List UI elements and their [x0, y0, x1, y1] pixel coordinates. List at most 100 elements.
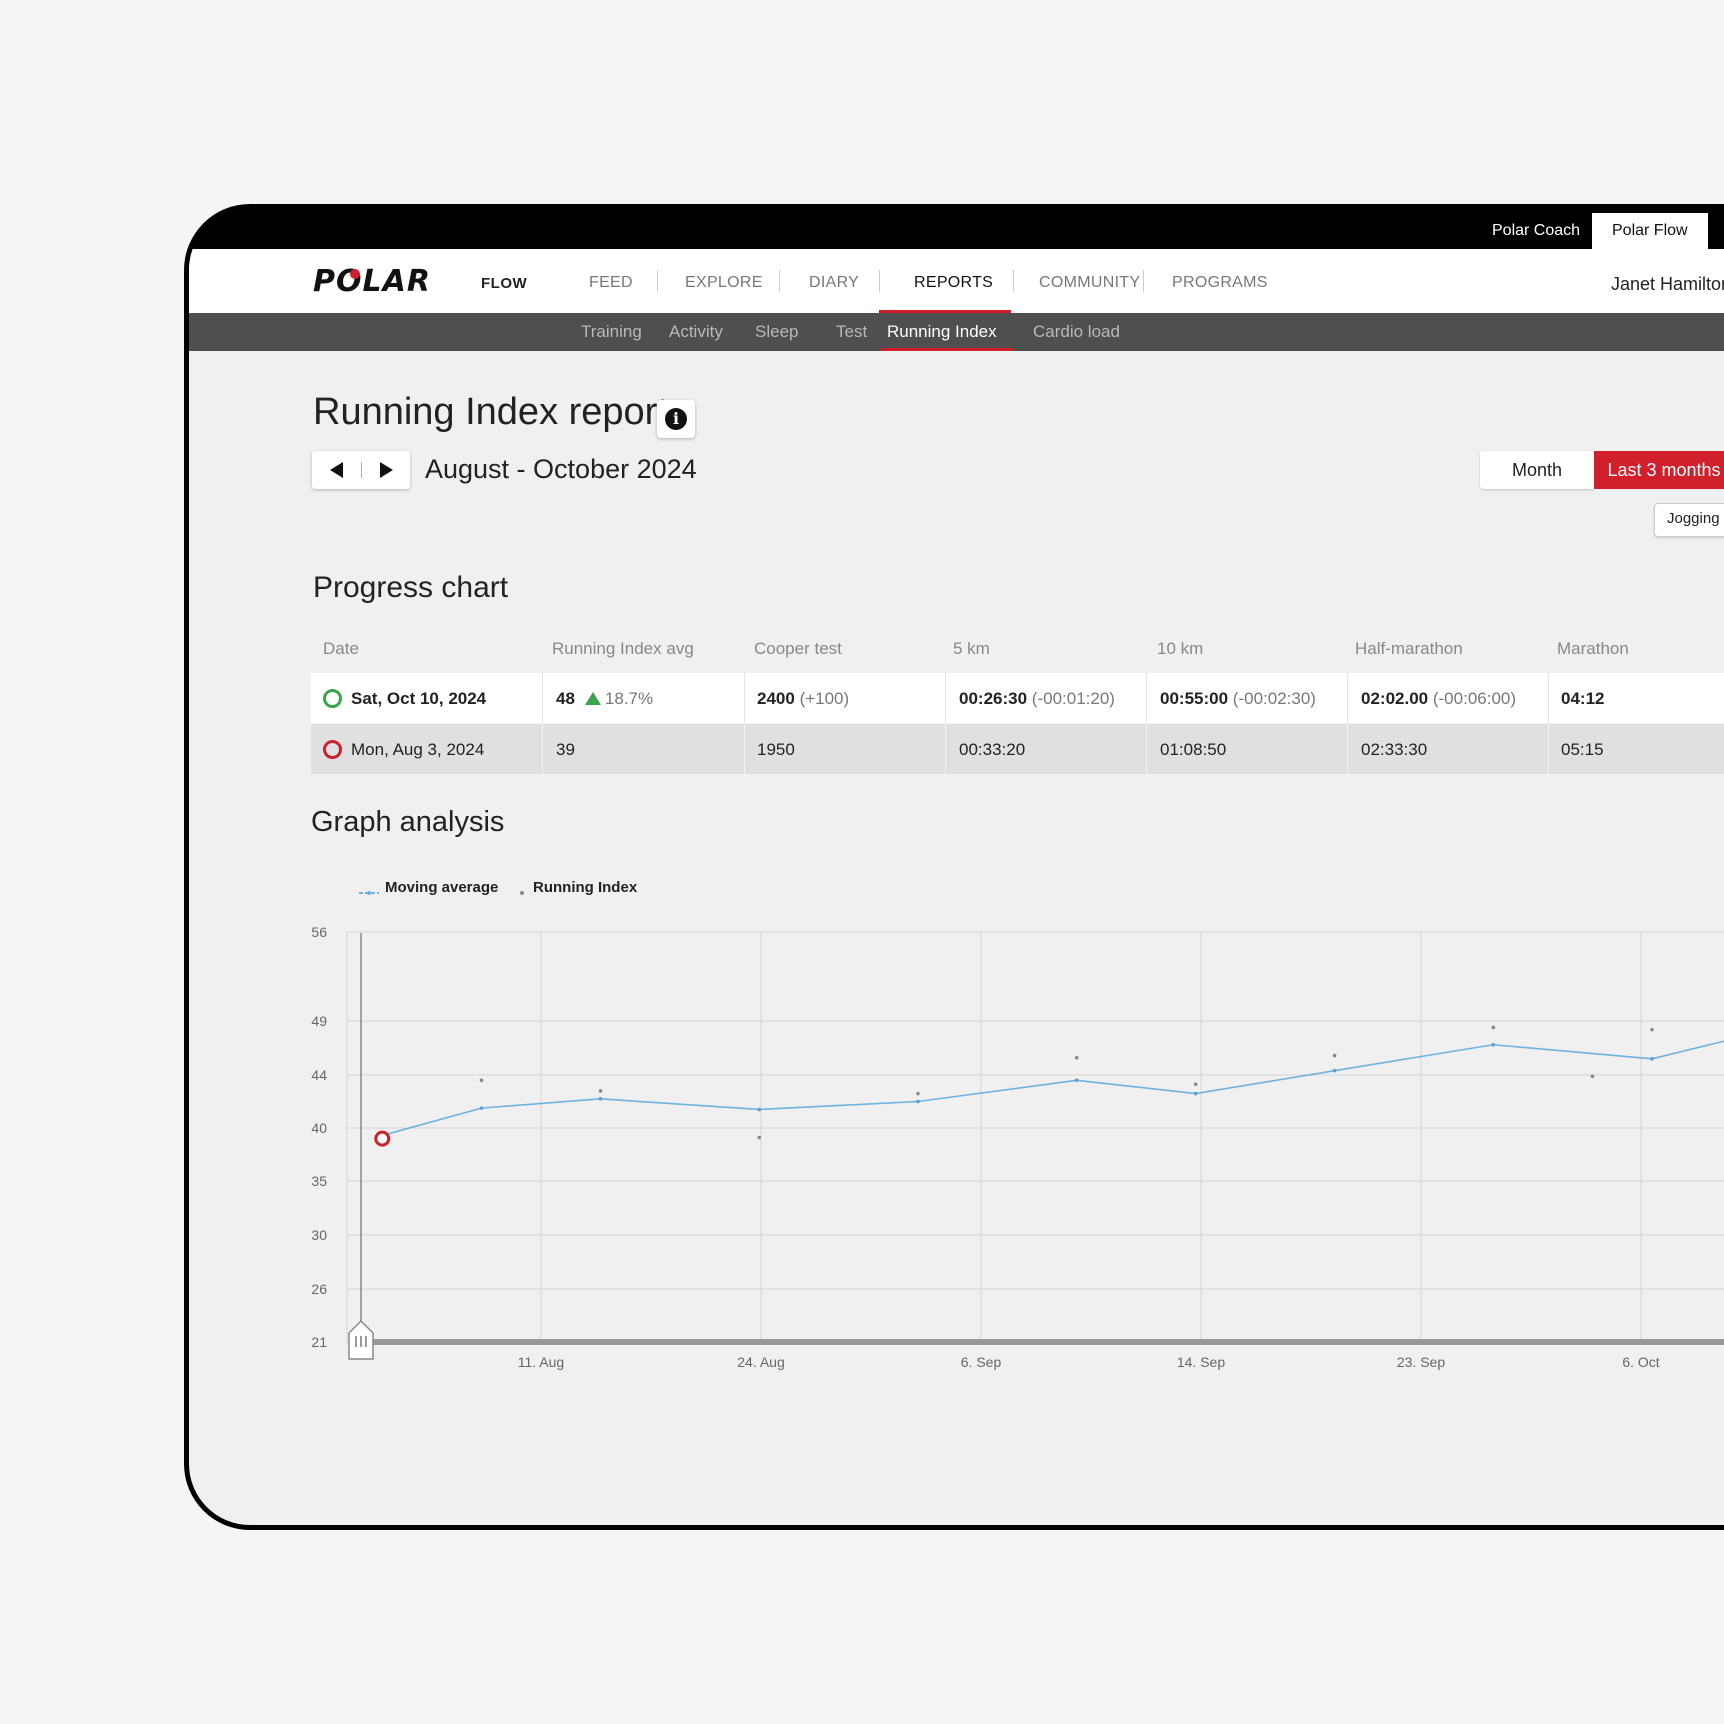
col-running-index: Running Index avg [552, 639, 694, 658]
moving-average-point [1193, 1091, 1198, 1096]
row-cooper: 1950 [757, 740, 795, 759]
nav-explore[interactable]: EXPLORE [685, 274, 763, 291]
baseline-marker-icon [323, 740, 342, 759]
flow-label: FLOW [481, 275, 528, 292]
subnav-cardio-load[interactable]: Cardio load [1033, 322, 1120, 341]
page-title: Running Index report [313, 391, 668, 433]
nav-programs[interactable]: PROGRAMS [1172, 274, 1268, 291]
polar-logo[interactable]: POLAR [313, 263, 463, 297]
row-date: Sat, Oct 10, 2024 [351, 689, 487, 708]
running-index-point [1193, 1082, 1198, 1087]
col-marathon: Marathon [1557, 639, 1629, 658]
col-divider [1548, 673, 1549, 723]
subnav-activity[interactable]: Activity [669, 322, 723, 341]
col-divider [542, 673, 543, 723]
nav-divider [1143, 270, 1144, 292]
nav-diary[interactable]: DIARY [809, 274, 860, 291]
y-tick-label: 35 [311, 1173, 327, 1189]
col-divider [945, 673, 946, 723]
table-row: Sat, Oct 10, 2024 48 18.7% 2400 (+100) 00… [311, 673, 1724, 723]
moving-average-legend-icon [359, 891, 379, 895]
main-nav: POLAR FLOW FEED EXPLORE DIARY REPORTS CO… [189, 249, 1724, 313]
period-nav-divider [361, 462, 362, 478]
polar-coach-tab[interactable]: Polar Coach [1492, 222, 1581, 239]
row-half: 02:02.00 (-00:06:00) [1361, 689, 1517, 708]
row-10km: 00:55:00 (-00:02:30) [1160, 689, 1316, 708]
start-marker [374, 1130, 391, 1147]
range-last-3-months-button[interactable]: Last 3 months [1594, 451, 1724, 489]
sport-select[interactable]: Jogging [1654, 503, 1724, 537]
range-month-button[interactable]: Month [1480, 451, 1594, 489]
period-nav [312, 451, 410, 489]
sub-nav: Training Activity Sleep Test Running Ind… [189, 313, 1724, 351]
running-index-point [1332, 1053, 1337, 1058]
x-tick-label: 6. Oct [1622, 1354, 1659, 1370]
y-tick-label: 40 [311, 1120, 327, 1136]
row-half: 02:33:30 [1361, 740, 1428, 759]
top-bar: Polar Coach Polar Flow [189, 209, 1724, 249]
x-tick-label: 11. Aug [518, 1354, 564, 1370]
moving-average-point [598, 1097, 603, 1101]
running-index-point [1590, 1074, 1595, 1079]
col-divider [542, 724, 543, 774]
sport-select-value: Jogging [1667, 510, 1720, 527]
latest-marker-icon [323, 689, 342, 708]
running-index-point [1074, 1055, 1079, 1060]
col-cooper: Cooper test [754, 639, 842, 658]
graph-analysis-heading: Graph analysis [311, 806, 505, 838]
range-slider-track [361, 1339, 1724, 1345]
progress-chart-heading: Progress chart [313, 571, 509, 604]
prev-period-icon[interactable] [330, 462, 343, 478]
row-10km: 01:08:50 [1160, 740, 1227, 759]
moving-average-point [1332, 1068, 1337, 1073]
info-button[interactable]: i [657, 400, 695, 438]
running-index-point [479, 1078, 484, 1083]
y-tick-label: 56 [311, 924, 327, 940]
col-divider [1347, 673, 1348, 723]
subnav-sleep[interactable]: Sleep [755, 322, 799, 341]
y-tick-label: 21 [311, 1334, 327, 1350]
running-index-point [598, 1089, 603, 1093]
y-tick-label: 49 [311, 1013, 327, 1029]
increase-icon [584, 692, 601, 705]
subnav-training[interactable]: Training [581, 322, 642, 341]
moving-average-point [479, 1106, 484, 1110]
nav-divider [879, 270, 880, 292]
x-tick-label: 6. Sep [961, 1354, 1002, 1370]
nav-community[interactable]: COMMUNITY [1039, 274, 1141, 291]
running-index-legend-icon [520, 891, 524, 895]
row-ri: 39 [556, 740, 575, 759]
col-divider [1146, 673, 1147, 723]
legend-moving-average[interactable]: Moving average [385, 879, 499, 896]
running-index-point [1650, 1027, 1654, 1032]
legend-running-index[interactable]: Running Index [533, 879, 638, 896]
running-index-chart: 21 26 30 35 40 44 49 56 11. Aug 24. Aug 6. Sep 14. … [311, 924, 1724, 1370]
subnav-active-indicator [881, 348, 1013, 351]
col-divider [744, 724, 745, 774]
moving-average-point [916, 1099, 920, 1104]
row-5km: 00:26:30 (-00:01:20) [959, 689, 1115, 708]
polar-flow-tab[interactable]: Polar Flow [1592, 213, 1708, 249]
running-index-point [757, 1135, 762, 1140]
col-divider [1548, 724, 1549, 774]
x-tick-label: 23. Sep [1397, 1354, 1445, 1370]
nav-feed[interactable]: FEED [589, 274, 633, 291]
user-name[interactable]: Janet Hamilton [1611, 274, 1724, 294]
nav-divider [779, 270, 780, 292]
nav-reports[interactable]: REPORTS [914, 274, 994, 291]
row-5km: 00:33:20 [959, 740, 1026, 759]
col-date: Date [323, 639, 359, 658]
row-marathon: 04:12 [1561, 689, 1605, 708]
device-frame: Polar Coach Polar Flow POLAR FLOW FEED E… [184, 204, 1724, 1530]
next-period-icon[interactable] [380, 462, 393, 478]
row-date: Mon, Aug 3, 2024 [351, 740, 485, 759]
moving-average-point [757, 1107, 762, 1112]
subnav-test[interactable]: Test [836, 322, 868, 341]
running-index-point [1491, 1025, 1496, 1030]
col-divider [744, 673, 745, 723]
table-row: Mon, Aug 3, 2024 39 1950 00:33:20 01:08:… [311, 724, 1724, 774]
x-tick-label: 24. Aug [737, 1354, 785, 1370]
y-tick-label: 30 [311, 1227, 327, 1243]
x-tick-label: 14. Sep [1177, 1354, 1225, 1370]
subnav-running-index[interactable]: Running Index [887, 322, 997, 341]
